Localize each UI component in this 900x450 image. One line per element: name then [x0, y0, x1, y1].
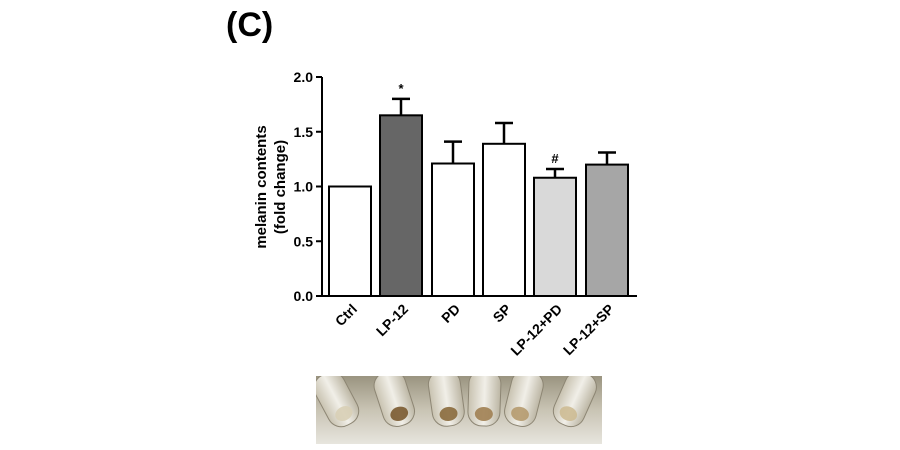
chart-axes — [316, 76, 637, 297]
x-tick-label: LP-12+PD — [507, 301, 565, 359]
y-tick-label: 1.5 — [294, 124, 314, 140]
bar — [379, 114, 423, 297]
tube — [467, 376, 502, 427]
tube-pellets-photo — [316, 376, 602, 444]
y-tick-label: 0.0 — [294, 288, 314, 304]
pellet — [439, 406, 458, 422]
x-tick-label: SP — [490, 301, 515, 326]
tube — [504, 376, 544, 427]
y-tick-label: 0.5 — [294, 233, 314, 249]
pellet — [474, 406, 493, 422]
significance-mark: * — [398, 81, 404, 96]
y-tick-label: 1.0 — [294, 179, 314, 195]
bar-chart: 0.0 0.5 1.0 1.5 2.0 melanin contents (fold cha… — [253, 69, 637, 359]
panel-label: (C) — [226, 6, 274, 44]
y-tick-label: 2.0 — [294, 69, 314, 85]
tube — [427, 376, 465, 427]
y-axis-label: melanin contents (fold change) — [253, 125, 289, 248]
pellet — [559, 406, 578, 422]
pellet — [390, 406, 409, 422]
chart-bars — [328, 97, 629, 298]
pellet — [335, 406, 353, 422]
bar — [482, 142, 526, 297]
tube — [316, 376, 360, 428]
tube — [373, 376, 416, 428]
x-tick-label: LP-12+SP — [560, 301, 617, 358]
pellet — [511, 406, 529, 422]
bar — [585, 163, 629, 297]
significance-mark: # — [551, 151, 559, 166]
bar — [533, 176, 577, 298]
x-tick-label: Ctrl — [332, 301, 360, 329]
tube — [552, 376, 597, 428]
bar — [431, 162, 475, 297]
x-tick-label: LP-12 — [373, 301, 411, 339]
bar — [328, 185, 372, 297]
x-tick-label: PD — [438, 301, 463, 326]
